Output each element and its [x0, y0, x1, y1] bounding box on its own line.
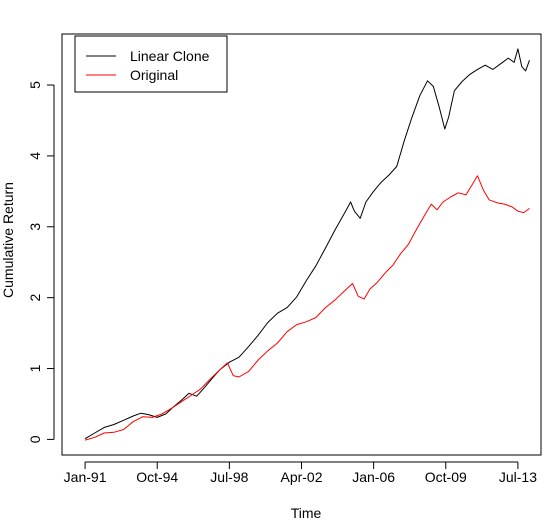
- x-tick-label: Jul-13: [499, 469, 537, 485]
- y-tick-label: 4: [27, 152, 43, 160]
- y-tick-label: 3: [27, 223, 43, 231]
- y-tick-label: 2: [27, 294, 43, 302]
- y-tick-label: 1: [27, 364, 43, 372]
- plot-box: [61, 33, 542, 456]
- y-tick-label: 0: [27, 435, 43, 443]
- legend: Linear Clone Original: [74, 35, 228, 93]
- series-layer: [84, 48, 530, 441]
- legend-label-linear-clone: Linear Clone: [130, 48, 210, 64]
- legend-label-original: Original: [130, 67, 178, 83]
- x-tick-label: Jan-06: [352, 469, 395, 485]
- x-tick-label: Oct-94: [136, 469, 178, 485]
- series-line-linear-clone: [84, 48, 530, 440]
- x-tick-label: Jul-98: [210, 469, 248, 485]
- series-line-original: [84, 175, 530, 441]
- x-tick-label: Jan-91: [64, 469, 107, 485]
- y-axis: 0 1 2 3 4 5: [27, 81, 55, 443]
- y-axis-title: Cumulative Return: [0, 182, 16, 298]
- y-tick-label: 5: [27, 81, 43, 89]
- legend-box: [74, 35, 228, 93]
- x-axis-title: Time: [291, 505, 322, 521]
- x-axis: Jan-91 Oct-94 Jul-98 Apr-02 Jan-06 Oct-09 Jul-…: [64, 461, 537, 485]
- x-tick-label: Apr-02: [280, 469, 322, 485]
- x-tick-label: Oct-09: [425, 469, 467, 485]
